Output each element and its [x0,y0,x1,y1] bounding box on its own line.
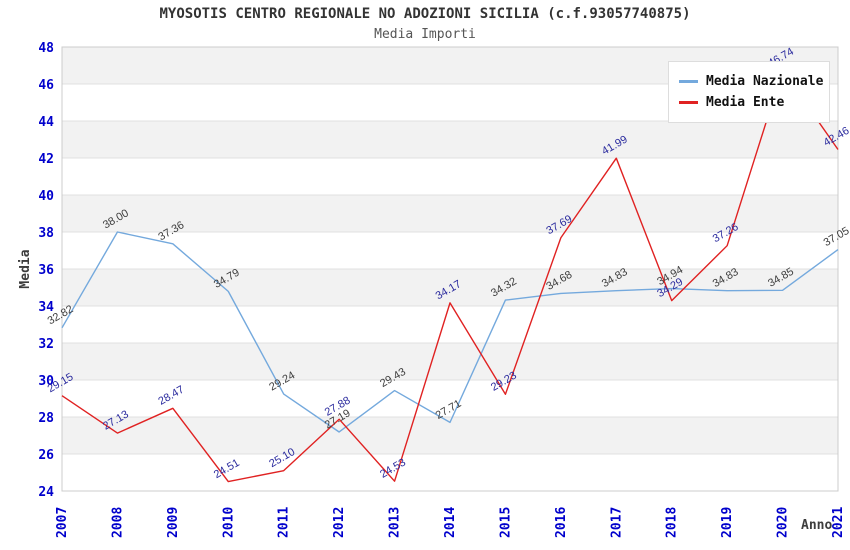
data-label: 24.53 [378,457,408,481]
x-tick-label: 2020 [776,507,791,538]
x-tick-label: 2014 [443,507,458,538]
x-tick-label: 2021 [831,507,846,538]
y-tick-label: 46 [38,78,54,93]
media-nazionale-line-swatch [679,80,698,83]
y-tick-label: 32 [38,337,54,352]
chart-subtitle: Media Importi [374,27,476,42]
series-line-media-ente [61,69,839,483]
x-tick-label: 2015 [498,507,513,538]
x-tick-label: 2009 [166,507,181,538]
y-tick-label: 48 [38,41,54,56]
legend-label-media-ente: Media Ente [706,95,785,110]
y-tick-label: 36 [38,263,54,278]
x-tick-label: 2016 [554,507,569,538]
plot-band [62,417,838,454]
data-label: 28.47 [156,384,186,408]
x-tick-label: 2008 [110,507,125,538]
plot-band [62,121,838,158]
x-tick-label: 2018 [665,507,680,538]
y-tick-label: 30 [38,374,54,389]
y-tick-label: 40 [38,189,54,204]
plot-band [62,269,838,306]
legend: Media Nazionale Media Ente [668,61,830,123]
y-tick-label: 38 [38,226,54,241]
series-line-media-nazionale [61,231,839,433]
y-tick-label: 44 [38,115,54,130]
x-tick-label: 2017 [609,507,624,538]
y-tick-label: 28 [38,411,54,426]
chart-title: MYOSOTIS CENTRO REGIONALE NO ADOZIONI SI… [159,6,691,22]
x-tick-label: 2007 [55,507,70,538]
y-tick-label: 24 [38,485,54,500]
media-ente-line-swatch [679,101,698,104]
legend-label-media-nazionale: Media Nazionale [706,74,824,89]
x-tick-label: 2011 [277,507,292,538]
plot-border [61,46,839,492]
data-label: 24.51 [212,457,242,481]
x-axis-title: Anno [801,518,833,533]
plot-band [62,195,838,232]
legend-item-media-ente: Media Ente [679,93,829,112]
x-tick-label: 2019 [720,507,735,538]
y-tick-label: 42 [38,152,54,167]
x-tick-label: 2012 [332,507,347,538]
y-tick-label: 26 [38,448,54,463]
plot-band [62,343,838,380]
legend-item-media-nazionale: Media Nazionale [679,72,829,91]
y-tick-label: 34 [38,300,54,315]
x-tick-label: 2013 [388,507,403,538]
x-tick-label: 2010 [221,507,236,538]
